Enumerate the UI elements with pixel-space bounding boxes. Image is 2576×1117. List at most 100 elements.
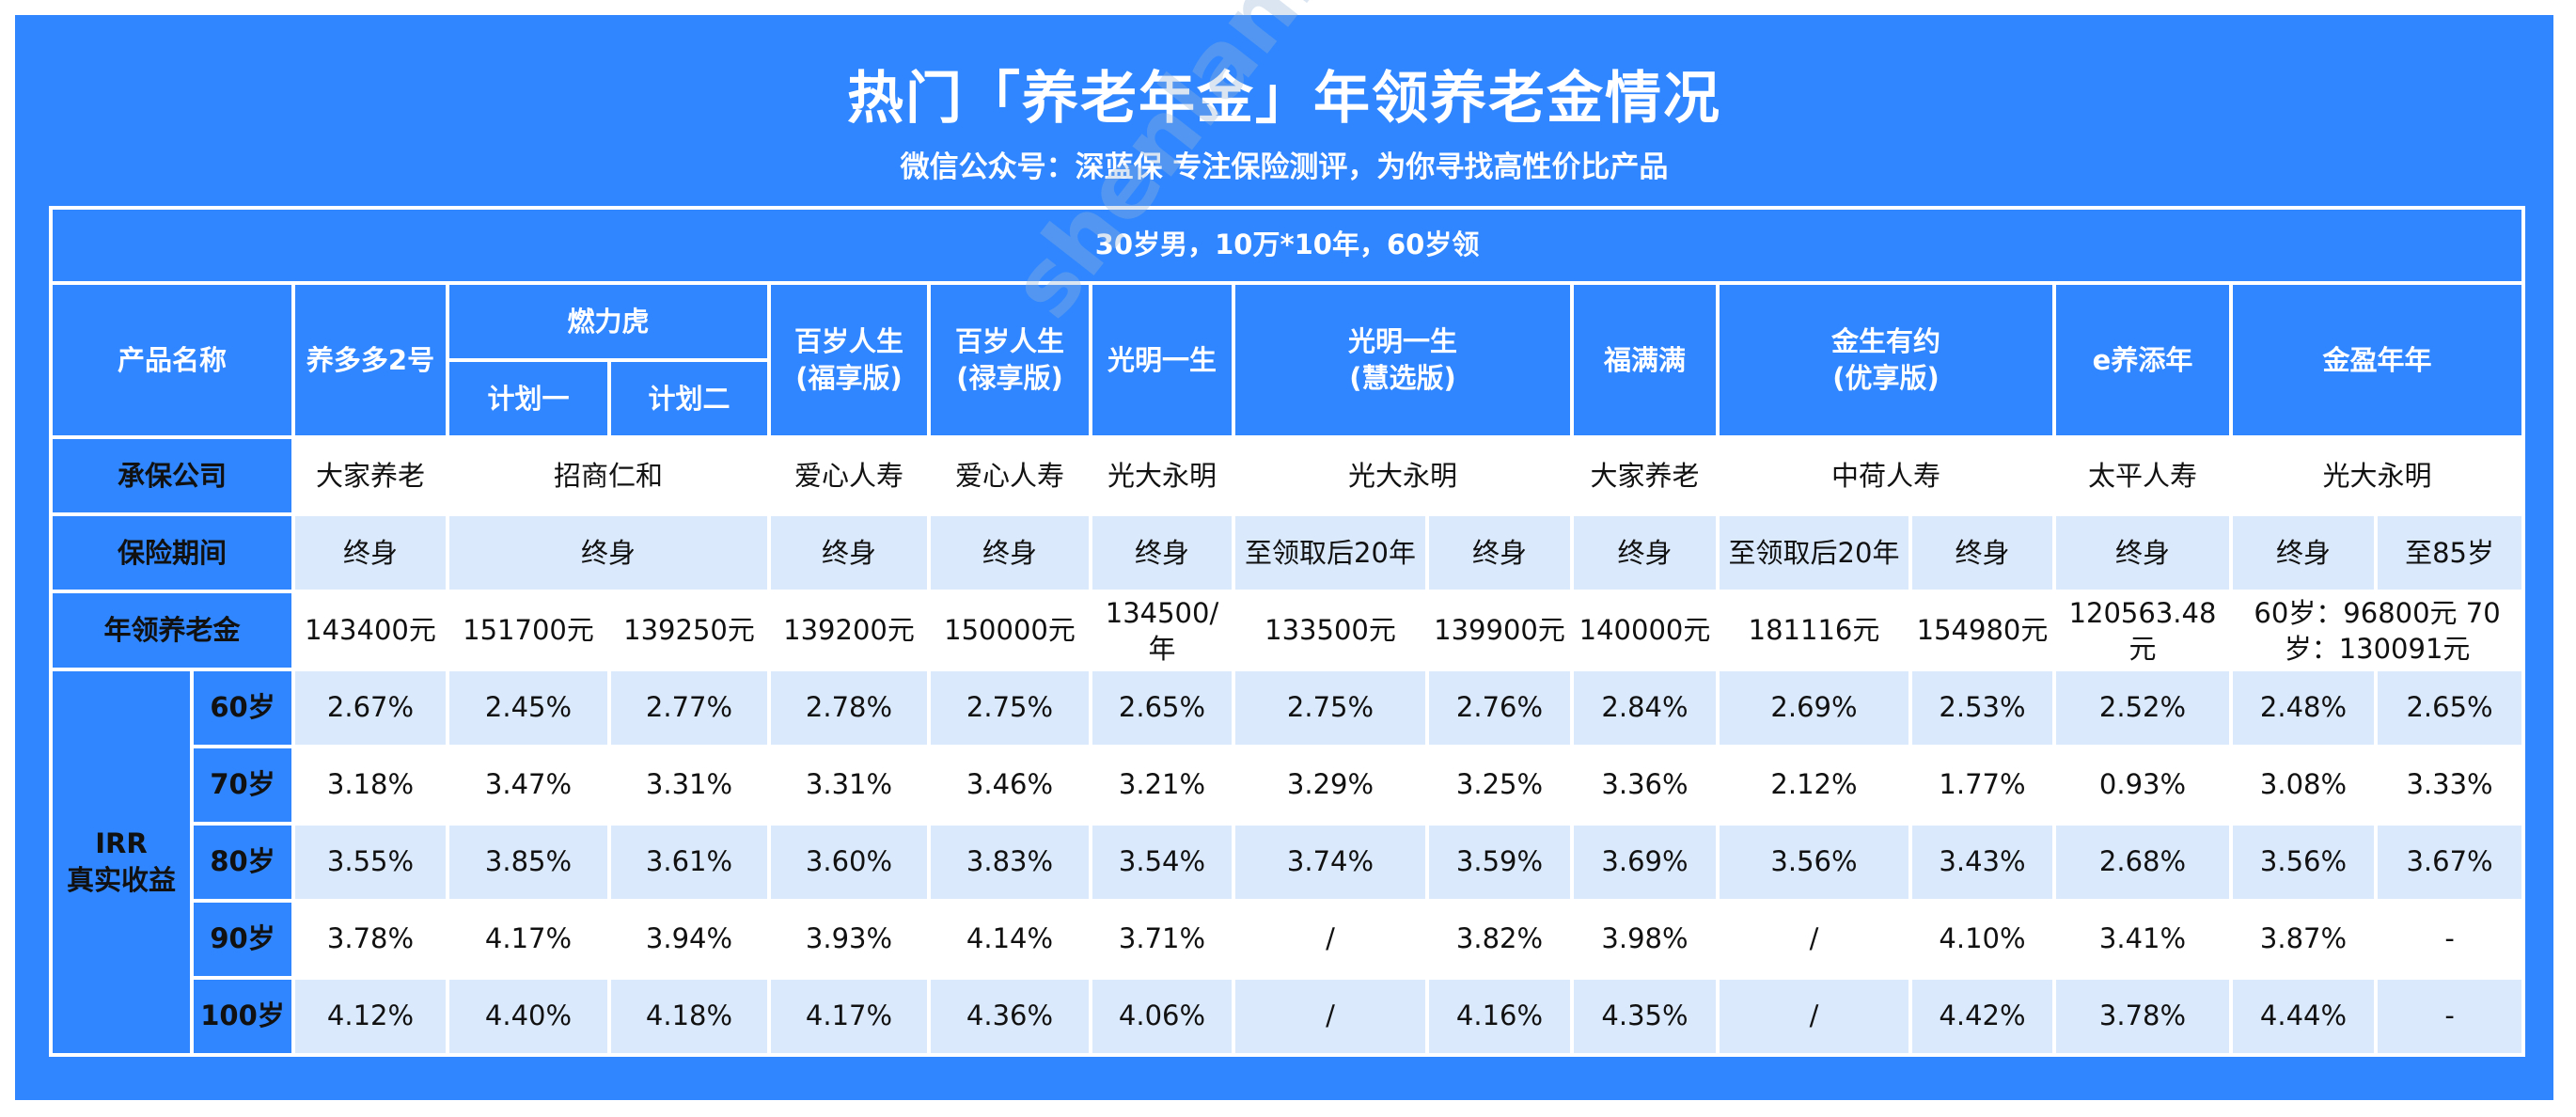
irr-cell: 2.65% bbox=[1089, 667, 1235, 748]
irr-cell: 2.77% bbox=[607, 667, 771, 748]
annual-cell: 60岁：96800元 70岁：130091元 bbox=[2228, 590, 2526, 671]
annuity-comparison-table: 30岁男，10万*10年，60岁领 产品名称 养多多2号 燃力虎 百岁人生 (福享… bbox=[48, 205, 2526, 1058]
insurer-cell: 爱心人寿 bbox=[927, 435, 1092, 517]
product-jinying-niannian: 金盈年年 bbox=[2228, 281, 2526, 440]
plan-one: 计划一 bbox=[446, 358, 611, 440]
product-guangming-huixuan: 光明一生 (慧选版) bbox=[1232, 281, 1574, 440]
irr-cell: 3.69% bbox=[1570, 821, 1720, 903]
irr-cell: 4.35% bbox=[1570, 975, 1720, 1058]
product-version-line: (慧选版) bbox=[1349, 362, 1456, 395]
irr-cell: 2.48% bbox=[2229, 667, 2378, 748]
insurer-cell: 大家养老 bbox=[1570, 435, 1720, 517]
product-jinsheng-youyue: 金生有约 (优享版) bbox=[1716, 281, 2056, 440]
irr-cell: 3.41% bbox=[2052, 898, 2233, 980]
annual-cell-highlight: 154980元 bbox=[1908, 590, 2056, 671]
irr-age-label: 100岁 bbox=[190, 975, 295, 1058]
irr-age-label: 80岁 bbox=[190, 821, 295, 903]
annual-cell: 150000元 bbox=[927, 590, 1092, 671]
irr-cell: 3.74% bbox=[1232, 821, 1429, 903]
label-product-name: 产品名称 bbox=[49, 281, 295, 440]
irr-cell: 3.33% bbox=[2373, 744, 2526, 826]
irr-cell: 2.84% bbox=[1570, 667, 1720, 748]
irr-cell: 4.14% bbox=[927, 898, 1092, 980]
label-annual-pension: 年领养老金 bbox=[49, 590, 295, 671]
irr-cell: 4.17% bbox=[446, 898, 611, 980]
irr-cell: 3.46% bbox=[927, 744, 1092, 826]
product-ranlihu: 燃力虎 bbox=[446, 281, 771, 363]
irr-cell: 3.71% bbox=[1089, 898, 1235, 980]
irr-cell: 3.78% bbox=[2052, 975, 2233, 1058]
term-cell: 终身 bbox=[767, 512, 931, 594]
product-version-line: (优享版) bbox=[1832, 362, 1940, 395]
irr-cell: 3.61% bbox=[607, 821, 771, 903]
term-cell: 终身 bbox=[291, 512, 449, 594]
irr-cell: 3.55% bbox=[291, 821, 449, 903]
product-name-line: 百岁人生 bbox=[793, 324, 903, 357]
annual-clipped-text: 120563.48元 bbox=[2068, 597, 2217, 666]
annual-cell-highlight: 181116元 bbox=[1716, 590, 1912, 671]
poster-frame: 热门「养老年金」年领养老金情况 微信公众号：深蓝保 专注保险测评，为你寻找高性价… bbox=[15, 0, 2553, 1100]
irr-cell: 3.83% bbox=[927, 821, 1092, 903]
product-eyangtiannian: e养添年 bbox=[2052, 281, 2233, 440]
irr-label-line: 真实收益 bbox=[66, 863, 176, 896]
irr-cell: 4.18% bbox=[607, 975, 771, 1058]
irr-cell: 4.16% bbox=[1425, 975, 1574, 1058]
irr-cell: 2.67% bbox=[291, 667, 449, 748]
label-term: 保险期间 bbox=[49, 512, 295, 594]
irr-cell: - bbox=[2373, 898, 2526, 980]
product-fumanman: 福满满 bbox=[1570, 281, 1720, 440]
irr-age-label: 70岁 bbox=[190, 744, 295, 826]
term-cell: 终身 bbox=[927, 512, 1092, 594]
term-cell: 终身 bbox=[1089, 512, 1235, 594]
irr-cell: 2.69% bbox=[1716, 667, 1912, 748]
irr-cell: 4.10% bbox=[1908, 898, 2056, 980]
annual-cell: 134500/年 bbox=[1089, 590, 1235, 671]
irr-cell: 0.93% bbox=[2052, 744, 2233, 826]
irr-cell: 3.47% bbox=[446, 744, 611, 826]
annual-cell: 139250元 bbox=[607, 590, 771, 671]
irr-cell: 3.67% bbox=[2373, 821, 2526, 903]
insurer-cell: 中荷人寿 bbox=[1716, 435, 2056, 517]
insurer-cell: 大家养老 bbox=[291, 435, 449, 517]
annual-cell: 139200元 bbox=[767, 590, 931, 671]
irr-cell: 4.44% bbox=[2229, 975, 2378, 1058]
insurer-cell: 光大永明 bbox=[1232, 435, 1574, 517]
irr-cell: 3.21% bbox=[1089, 744, 1235, 826]
page-subtitle: 微信公众号：深蓝保 专注保险测评，为你寻找高性价比产品 bbox=[900, 150, 1669, 184]
product-name-line: 百岁人生 bbox=[954, 324, 1064, 357]
annual-cell: 143400元 bbox=[291, 590, 449, 671]
irr-cell: 3.59% bbox=[1425, 821, 1574, 903]
irr-cell: 3.87% bbox=[2229, 898, 2378, 980]
irr-cell: 3.54% bbox=[1089, 821, 1235, 903]
insurer-cell: 爱心人寿 bbox=[767, 435, 931, 517]
term-cell: 终身 bbox=[2052, 512, 2233, 594]
product-name-line: 金生有约 bbox=[1830, 324, 1940, 357]
irr-cell: 2.68% bbox=[2052, 821, 2233, 903]
irr-cell: 3.31% bbox=[767, 744, 931, 826]
irr-cell: 3.60% bbox=[767, 821, 931, 903]
irr-cell: 3.78% bbox=[291, 898, 449, 980]
irr-cell: 4.36% bbox=[927, 975, 1092, 1058]
product-guangming: 光明一生 bbox=[1089, 281, 1235, 440]
irr-cell: 2.76% bbox=[1425, 667, 1574, 748]
irr-cell: / bbox=[1716, 898, 1912, 980]
irr-cell: 3.94% bbox=[607, 898, 771, 980]
irr-label-line: IRR bbox=[95, 826, 148, 859]
irr-cell: 2.78% bbox=[767, 667, 931, 748]
insurer-cell: 招商仁和 bbox=[446, 435, 771, 517]
irr-cell: 2.12% bbox=[1716, 744, 1912, 826]
insurer-cell: 光大永明 bbox=[1089, 435, 1235, 517]
irr-cell: 2.52% bbox=[2052, 667, 2233, 748]
irr-cell: 3.56% bbox=[2229, 821, 2378, 903]
annual-cell: 139900元 bbox=[1425, 590, 1574, 671]
irr-cell: 4.42% bbox=[1908, 975, 2056, 1058]
irr-age-label: 90岁 bbox=[190, 898, 295, 980]
irr-cell: 4.40% bbox=[446, 975, 611, 1058]
product-baisui-luxiang: 百岁人生 (禄享版) bbox=[927, 281, 1092, 440]
irr-cell: 2.75% bbox=[1232, 667, 1429, 748]
page-title: 热门「养老年金」年领养老金情况 bbox=[847, 66, 1721, 132]
irr-cell: 4.17% bbox=[767, 975, 931, 1058]
insurer-cell: 太平人寿 bbox=[2052, 435, 2233, 517]
label-irr: IRR 真实收益 bbox=[49, 667, 194, 1057]
term-cell: 至领取后20年 bbox=[1232, 512, 1429, 594]
